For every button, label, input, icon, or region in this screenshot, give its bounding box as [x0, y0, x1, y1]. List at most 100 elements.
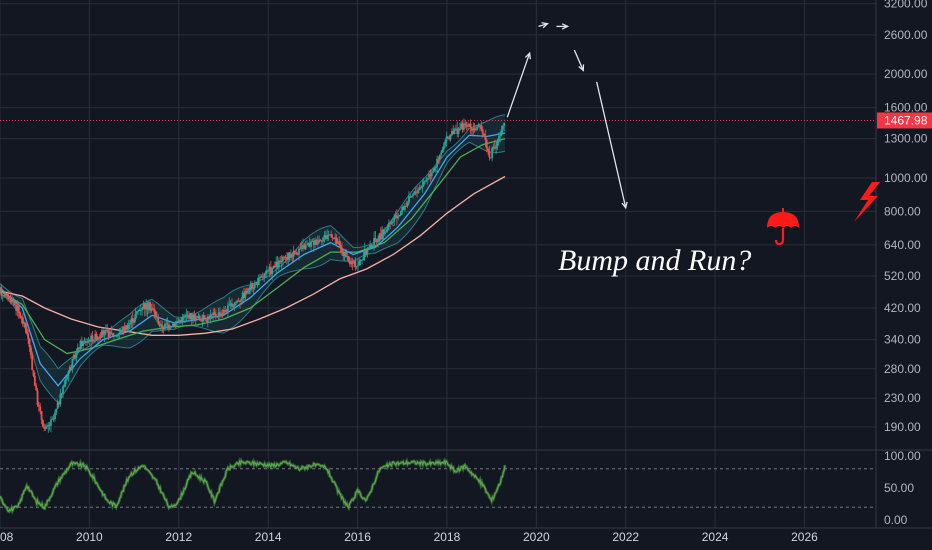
candle-220 — [294, 250, 296, 255]
oscillator-line — [0, 459, 506, 513]
candle-body — [244, 291, 247, 299]
candle-91 — [121, 326, 123, 336]
candle-body — [90, 335, 93, 342]
candle-body — [245, 291, 248, 294]
candle-184 — [245, 287, 248, 295]
candle-body — [205, 320, 208, 322]
candle-96 — [127, 319, 130, 332]
candle-31 — [40, 410, 43, 425]
candle-179 — [239, 299, 241, 309]
candle-body — [164, 323, 166, 330]
candle-312 — [417, 187, 420, 194]
candle-body — [492, 146, 495, 148]
candle-body — [84, 341, 87, 343]
candle-304 — [406, 200, 409, 209]
candle-330 — [441, 146, 444, 154]
candle-body — [92, 339, 95, 342]
candle-body — [9, 297, 12, 303]
candle-137 — [182, 314, 185, 321]
candle-291 — [389, 221, 392, 230]
candle-314 — [420, 185, 422, 190]
candle-body — [298, 248, 300, 255]
candle-body — [142, 303, 145, 309]
candle-body — [475, 129, 477, 131]
candle-180 — [240, 296, 243, 306]
candle-145 — [193, 310, 196, 322]
candle-body — [319, 239, 322, 241]
candle-body — [0, 287, 3, 296]
candle-body — [461, 123, 464, 130]
candle-229 — [306, 240, 308, 246]
candle-body — [232, 305, 235, 307]
candle-218 — [291, 252, 294, 262]
candle-47 — [62, 385, 64, 398]
candle-body — [469, 123, 472, 129]
candle-body — [210, 314, 213, 316]
candle-body — [378, 233, 381, 242]
candle-body — [303, 244, 306, 249]
candle-13 — [16, 300, 19, 317]
candle-238 — [318, 235, 321, 244]
candle-body — [43, 426, 46, 429]
candle-body — [459, 128, 461, 131]
candle-body — [342, 252, 345, 256]
candle-46 — [60, 392, 63, 399]
candle-42 — [55, 408, 58, 416]
candle-284 — [379, 227, 382, 241]
candle-192 — [256, 277, 259, 289]
candle-body — [145, 303, 148, 310]
bump-and-run-annotation[interactable]: Bump and Run? — [558, 244, 751, 277]
candle-153 — [204, 314, 207, 321]
candle-body — [393, 217, 396, 222]
candle-364 — [487, 146, 489, 156]
candle-164 — [218, 307, 221, 320]
candle-body — [343, 252, 346, 256]
candle-245 — [327, 230, 330, 241]
price-tick-label: 3200.00 — [884, 0, 928, 11]
candle-body — [106, 329, 109, 332]
candle-body — [75, 352, 78, 359]
candle-267 — [357, 258, 359, 272]
candle-body — [413, 191, 416, 195]
candle-148 — [197, 313, 200, 321]
candle-body — [125, 325, 127, 330]
candle-205 — [273, 261, 276, 269]
candle-34 — [44, 424, 47, 431]
candle-127 — [169, 325, 172, 330]
candle-183 — [244, 288, 247, 301]
candle-body — [465, 124, 468, 127]
candle-body — [76, 347, 79, 353]
candle-body — [204, 319, 207, 321]
candle-body — [88, 340, 91, 342]
projection-arrow-2 — [556, 23, 570, 30]
arrow-head — [541, 22, 549, 29]
candle-119 — [158, 321, 161, 328]
time-axis[interactable]: 2008 2010 2012 2014 2016 2018 2020 2022 2024 2026 — [0, 530, 818, 544]
candle-160 — [213, 307, 216, 316]
candle-178 — [237, 297, 240, 302]
candle-body — [253, 283, 256, 288]
candle-body — [290, 254, 292, 259]
candle-body — [42, 419, 44, 427]
candle-body — [286, 257, 288, 260]
candle-302 — [404, 203, 406, 212]
candle-371 — [496, 138, 499, 150]
candle-263 — [351, 257, 354, 271]
candle-7 — [8, 296, 11, 301]
candle-22 — [28, 338, 31, 352]
candle-108 — [143, 303, 146, 317]
candle-278 — [371, 244, 374, 249]
candle-372 — [497, 132, 500, 147]
candle-152 — [202, 312, 205, 324]
candle-body — [287, 252, 290, 260]
candle-373 — [499, 131, 502, 143]
candle-body — [197, 315, 200, 318]
candle-body — [463, 123, 465, 130]
ma-slow-line — [0, 175, 506, 336]
candle-252 — [336, 238, 339, 245]
candle-body — [123, 326, 126, 330]
candle-body — [387, 223, 390, 228]
candle-body — [181, 316, 184, 322]
price-axis[interactable]: 3200.00 2600.00 2000.00 1600.00 1300.00 1000.… — [884, 0, 928, 434]
